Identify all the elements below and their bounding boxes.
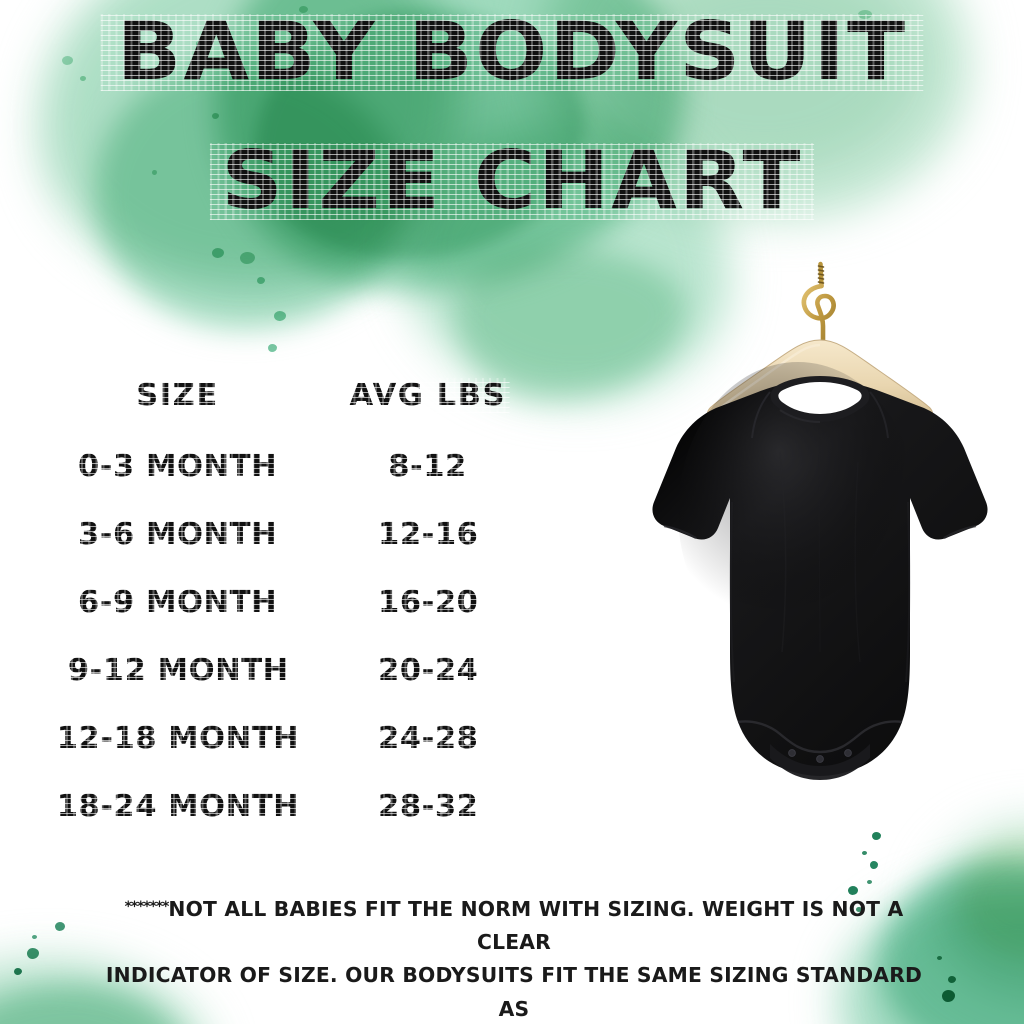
table-row: 9-12 MONTH 20-24 — [28, 636, 528, 704]
column-header-size: SIZE — [28, 358, 328, 432]
table-row: 3-6 MONTH 12-16 — [28, 500, 528, 568]
watercolor-blob-bottom-right-pale — [958, 838, 1024, 958]
hanger-hook-icon — [801, 261, 836, 347]
watercolor-speck — [55, 922, 65, 931]
cell-avg-lbs: 16-20 — [328, 568, 528, 636]
watercolor-speck — [948, 976, 956, 983]
watercolor-speck — [274, 311, 286, 321]
watercolor-speck — [937, 956, 942, 960]
cell-size: 6-9 MONTH — [28, 568, 328, 636]
column-header-avg-lbs: AVG LBS — [328, 358, 528, 432]
bodysuit-garment — [652, 362, 988, 780]
watercolor-speck — [872, 832, 881, 840]
table-row: 18-24 MONTH 28-32 — [28, 772, 528, 840]
cell-size-value: 9-12 MONTH — [63, 652, 293, 688]
title-line-size-chart: SIZE CHART — [209, 133, 815, 227]
cell-size: 12-18 MONTH — [28, 704, 328, 772]
size-chart-table: SIZE AVG LBS 0-3 MONTH 8-12 — [28, 358, 528, 840]
table-row: 12-18 MONTH 24-28 — [28, 704, 528, 772]
watercolor-speck — [942, 990, 955, 1002]
footnote-line-2: INDICATOR OF SIZE. OUR BODYSUITS FIT THE… — [105, 963, 923, 1021]
cell-avg-lbs: 24-28 — [328, 704, 528, 772]
cell-avg-lbs-value: 8-12 — [387, 448, 469, 484]
cell-size: 18-24 MONTH — [28, 772, 328, 840]
watercolor-speck — [212, 248, 224, 258]
cell-size-value: 18-24 MONTH — [51, 788, 305, 824]
watercolor-speck — [870, 861, 878, 869]
table-row: 6-9 MONTH 16-20 — [28, 568, 528, 636]
cell-size-value: 12-18 MONTH — [51, 720, 305, 756]
watercolor-blob-bottom-right-3 — [930, 820, 1024, 1000]
cell-avg-lbs-value: 16-20 — [375, 584, 481, 620]
cell-avg-lbs: 28-32 — [328, 772, 528, 840]
cell-avg-lbs: 12-16 — [328, 500, 528, 568]
cell-avg-lbs-value: 28-32 — [375, 788, 481, 824]
title-line-baby-bodysuit: BABY BODYSUIT — [100, 5, 923, 98]
watercolor-speck — [257, 277, 265, 284]
cell-avg-lbs: 8-12 — [328, 432, 528, 500]
cell-size: 9-12 MONTH — [28, 636, 328, 704]
cell-avg-lbs-value: 12-16 — [375, 516, 481, 552]
cell-avg-lbs-value: 24-28 — [375, 720, 481, 756]
watercolor-speck — [240, 252, 255, 264]
column-header-avg-lbs-label: AVG LBS — [346, 377, 510, 413]
cell-size: 0-3 MONTH — [28, 432, 328, 500]
watercolor-speck — [27, 948, 39, 959]
watercolor-speck — [862, 851, 867, 855]
bodysuit-svg — [652, 261, 988, 780]
footnote-line-1-text: NOT ALL BABIES FIT THE NORM WITH SIZING.… — [168, 897, 904, 955]
cell-size-value: 3-6 MONTH — [74, 516, 282, 552]
table-header-row: SIZE AVG LBS — [28, 358, 528, 432]
watercolor-speck — [14, 968, 22, 975]
cell-avg-lbs: 20-24 — [328, 636, 528, 704]
footnote-asterisks: ******* — [124, 899, 170, 915]
size-chart-table-container: SIZE AVG LBS 0-3 MONTH 8-12 — [28, 358, 528, 840]
page-title: BABY BODYSUIT SIZE CHART — [0, 5, 1024, 227]
footnote-line-1: *******NOT ALL BABIES FIT THE NORM WITH … — [100, 893, 928, 959]
watercolor-speck — [867, 880, 872, 884]
table-header: SIZE AVG LBS — [28, 358, 528, 432]
table-body: 0-3 MONTH 8-12 3-6 MONTH 12-16 — [28, 432, 528, 840]
footnote-disclaimer: *******NOT ALL BABIES FIT THE NORM WITH … — [100, 893, 928, 1024]
cell-avg-lbs-value: 20-24 — [375, 652, 481, 688]
cell-size-value: 0-3 MONTH — [74, 448, 282, 484]
watercolor-speck — [32, 935, 37, 939]
table-row: 0-3 MONTH 8-12 — [28, 432, 528, 500]
baby-bodysuit-product-image — [620, 252, 1020, 812]
watercolor-speck — [268, 344, 277, 352]
cell-size: 3-6 MONTH — [28, 500, 328, 568]
column-header-size-label: SIZE — [135, 377, 221, 413]
cell-size-value: 6-9 MONTH — [74, 584, 282, 620]
